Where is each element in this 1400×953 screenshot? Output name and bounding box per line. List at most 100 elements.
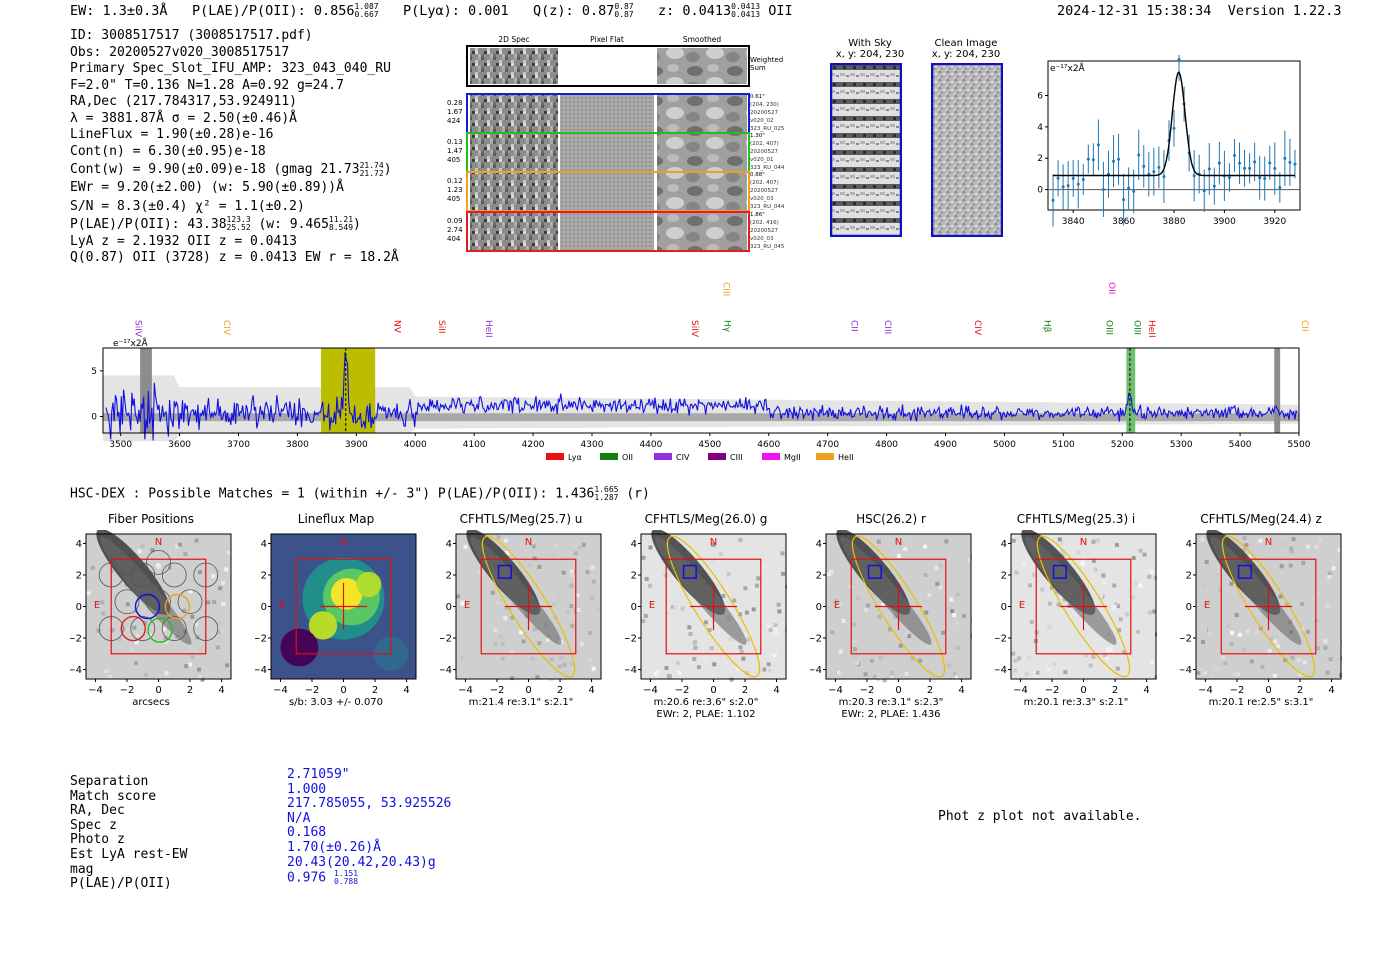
zoom-point bbox=[1192, 174, 1196, 178]
cutout-caption: m:20.1 re:3.3" s:2.1" bbox=[995, 697, 1157, 709]
cutout-pixel bbox=[955, 675, 960, 680]
cutout-pixel bbox=[747, 630, 752, 635]
cutout-pixel bbox=[198, 646, 203, 651]
cutout-pixel bbox=[91, 643, 96, 648]
cutout-pixel bbox=[569, 583, 574, 588]
cutout-ytick-label: 2 bbox=[1186, 570, 1192, 581]
cutout-pixel bbox=[150, 548, 155, 553]
fiber-flat-cell bbox=[560, 173, 654, 210]
cutout-pixel bbox=[1327, 574, 1332, 579]
cutout-pixel bbox=[841, 618, 846, 623]
cutout-pixel bbox=[1279, 564, 1284, 569]
cutout-pixel bbox=[550, 553, 555, 558]
cutout-pixel bbox=[471, 652, 476, 657]
cutout-pixel bbox=[510, 676, 515, 681]
cutout-pixel bbox=[100, 600, 105, 605]
cutout-pixel bbox=[117, 637, 122, 642]
cutout-pixel bbox=[227, 668, 232, 673]
header-plae-lo: 0.667 bbox=[354, 10, 379, 19]
zoom-xtick-label: 3920 bbox=[1263, 217, 1286, 227]
cutout-pixel bbox=[1112, 583, 1117, 588]
clean-image-xy: x, y: 204, 230 bbox=[931, 49, 1001, 60]
cutout-pixel bbox=[1152, 609, 1157, 614]
header-plya: P(Lyα): 0.001 bbox=[402, 3, 509, 19]
fiber-2dspec-cell bbox=[470, 134, 558, 171]
fiber-row-stat: 405 bbox=[447, 195, 460, 203]
fiber-row-meta: 20200527 bbox=[750, 149, 778, 155]
cutout-pixel bbox=[1108, 647, 1113, 652]
zoom-point bbox=[1217, 161, 1221, 165]
cutout-pixel bbox=[765, 624, 770, 629]
cutout-xtick-label: 4 bbox=[773, 685, 779, 696]
cutout-pixel bbox=[1014, 570, 1019, 575]
info-plae-label: P(LAE)/P(OII): 43.38 bbox=[70, 216, 227, 232]
emission-line-label: SiII bbox=[436, 320, 446, 334]
cutout-ytick-label: −4 bbox=[440, 665, 452, 676]
cutout-pixel bbox=[535, 675, 540, 680]
cutout-pixel bbox=[499, 634, 504, 639]
cutout-caption: m:20.6 re:3.6" s:2.0" EWr: 2, PLAE: 1.102 bbox=[625, 697, 787, 721]
cutout-pixel bbox=[1103, 653, 1108, 658]
fiber-2dspec-cell bbox=[470, 213, 558, 250]
cutout-pixel bbox=[167, 565, 172, 570]
cutout-pixel bbox=[1245, 629, 1250, 634]
zoom-point bbox=[1127, 186, 1131, 190]
cutout-pixel bbox=[852, 647, 857, 652]
cutout-ytick-label: −2 bbox=[625, 634, 637, 645]
cutout-pixel bbox=[1046, 667, 1051, 672]
cutout-ytick-label: 2 bbox=[261, 570, 267, 581]
cutout-pixel bbox=[903, 546, 908, 551]
info-plae-w-hi: 11.21 bbox=[328, 215, 354, 224]
cutout-pixel bbox=[955, 645, 960, 650]
cutout-pixel bbox=[578, 545, 583, 550]
match-label: Photo z bbox=[70, 832, 125, 848]
full-xtick-label: 4200 bbox=[522, 440, 545, 450]
emission-line-label: NV bbox=[392, 320, 402, 334]
cutout-pixel bbox=[1258, 538, 1263, 543]
full-xtick-label: 3900 bbox=[345, 440, 368, 450]
zoom-point bbox=[1248, 166, 1252, 170]
cutout-pixel bbox=[869, 658, 874, 663]
zoom-point bbox=[1081, 177, 1085, 181]
cutout-pixel bbox=[160, 579, 165, 584]
cutout-pixel bbox=[1244, 543, 1249, 548]
cutout-pixel bbox=[521, 639, 526, 644]
east-label: E bbox=[464, 600, 470, 611]
zoom-point bbox=[1278, 185, 1282, 189]
match-label: mag bbox=[70, 861, 94, 877]
cutout-pixel bbox=[188, 662, 193, 667]
north-label: N bbox=[340, 537, 347, 548]
cutout-pixel bbox=[460, 654, 465, 659]
cutout-pixel bbox=[1088, 663, 1093, 668]
cutout-pixel bbox=[725, 587, 730, 592]
cutout-pixel bbox=[1091, 558, 1096, 563]
cutout-pixel bbox=[1229, 641, 1234, 646]
hsc-dex-title: HSC-DEX : Possible Matches = 1 (within +… bbox=[70, 486, 650, 502]
cutout-pixel bbox=[776, 602, 781, 607]
emission-line-label: OIII bbox=[1132, 320, 1142, 335]
cutout-pixel bbox=[882, 655, 887, 660]
cutout-pixel bbox=[863, 672, 868, 677]
cutout-pixel bbox=[90, 553, 95, 558]
hsc-dex-hi: 1.665 bbox=[594, 485, 619, 494]
cutout-pixel bbox=[1130, 595, 1135, 600]
cutout-caption: m:21.4 re:3.1" s:2.1" bbox=[440, 697, 602, 709]
zoom-point bbox=[1091, 158, 1095, 162]
cutout-caption-line1: m:21.4 re:3.1" s:2.1" bbox=[468, 697, 574, 708]
cutout-pixel bbox=[585, 570, 590, 575]
cutout-pixel bbox=[1305, 629, 1310, 634]
cutout-panel: CFHTLS/Meg(25.3) i N E 4 2 0 −2 −4 −4 −2 0 2 4 m:20.1… bbox=[995, 512, 1157, 727]
cutout-pixel bbox=[183, 552, 188, 557]
cutout-pixel bbox=[923, 572, 928, 577]
fiber-row-meta: 0.61" bbox=[750, 94, 765, 100]
cutout-pixel bbox=[1013, 658, 1018, 663]
legend-label: CIV bbox=[676, 453, 690, 462]
cutout-image: N E 4 2 0 −2 −4 −4 −2 0 2 4 bbox=[625, 530, 787, 696]
cutout-ytick-label: 0 bbox=[76, 602, 82, 613]
cutout-pixel bbox=[898, 643, 903, 648]
header-qz-lo: 0.87 bbox=[614, 10, 634, 19]
east-label: E bbox=[1019, 600, 1025, 611]
with-sky-label: With Sky bbox=[848, 38, 892, 49]
weighted-sum-frame bbox=[466, 45, 750, 87]
